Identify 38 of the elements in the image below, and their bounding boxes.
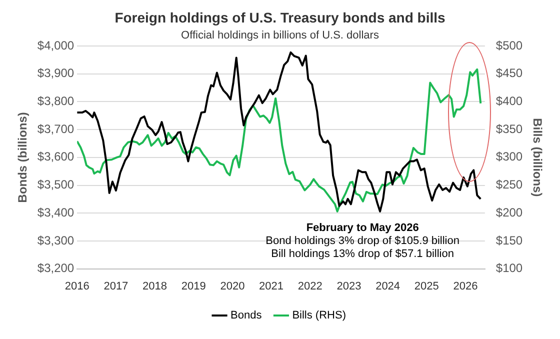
- y-tick-label: $3,700: [37, 122, 74, 136]
- chart-title: Foreign holdings of U.S. Treasury bonds and bills: [114, 9, 446, 26]
- x-tick-label: 2025: [414, 280, 439, 292]
- x-tick-label: 2019: [181, 280, 206, 292]
- x-tick-label: 2023: [336, 280, 362, 292]
- y-tick-label: $3,500: [37, 178, 74, 192]
- x-tick-label: 2024: [376, 280, 400, 292]
- x-tick-label: 2018: [142, 280, 168, 292]
- y-tick-label: $3,300: [37, 233, 74, 248]
- x-tick-label: 2021: [259, 280, 284, 292]
- x-tick-label: 2017: [104, 280, 128, 292]
- y2-axis-title: Bills (billions): [530, 118, 544, 197]
- y-tick-label: $3,900: [37, 66, 74, 80]
- annotation: February to May 2026: [306, 222, 419, 234]
- y-tick-label: $3,400: [37, 205, 74, 220]
- annotation: Bill holdings 13% drop of $57.1 billion: [271, 248, 454, 260]
- y2-tick-label: $300: [496, 150, 523, 164]
- x-tick-label: 2022: [298, 280, 322, 292]
- legend-label: Bills (RHS): [292, 310, 346, 322]
- y2-tick-label: $150: [496, 233, 523, 248]
- x-tick-label: 2016: [64, 280, 90, 292]
- y-axis-title: Bonds (billions): [16, 112, 30, 203]
- legend-label: Bonds: [230, 310, 262, 322]
- y-tick-label: $3,800: [37, 94, 74, 108]
- y2-tick-label: $450: [496, 66, 523, 80]
- y-tick-label: $3,200: [37, 261, 74, 276]
- x-tick-label: 2026: [453, 280, 478, 292]
- y2-tick-label: $400: [496, 94, 523, 108]
- y2-tick-label: $250: [496, 178, 523, 192]
- x-tick-label: 2020: [220, 280, 245, 292]
- y2-tick-label: $200: [496, 205, 523, 220]
- chart-subtitle: Official holdings in billions of U.S. dollars: [181, 29, 380, 42]
- annotation: Bond holdings 3% drop of $105.9 billion: [266, 234, 460, 247]
- y2-tick-label: $100: [496, 261, 523, 276]
- y-tick-label: $3,600: [37, 150, 74, 164]
- y2-tick-label: $500: [496, 38, 523, 52]
- y2-tick-label: $350: [496, 122, 523, 136]
- y-tick-label: $4,000: [37, 38, 74, 52]
